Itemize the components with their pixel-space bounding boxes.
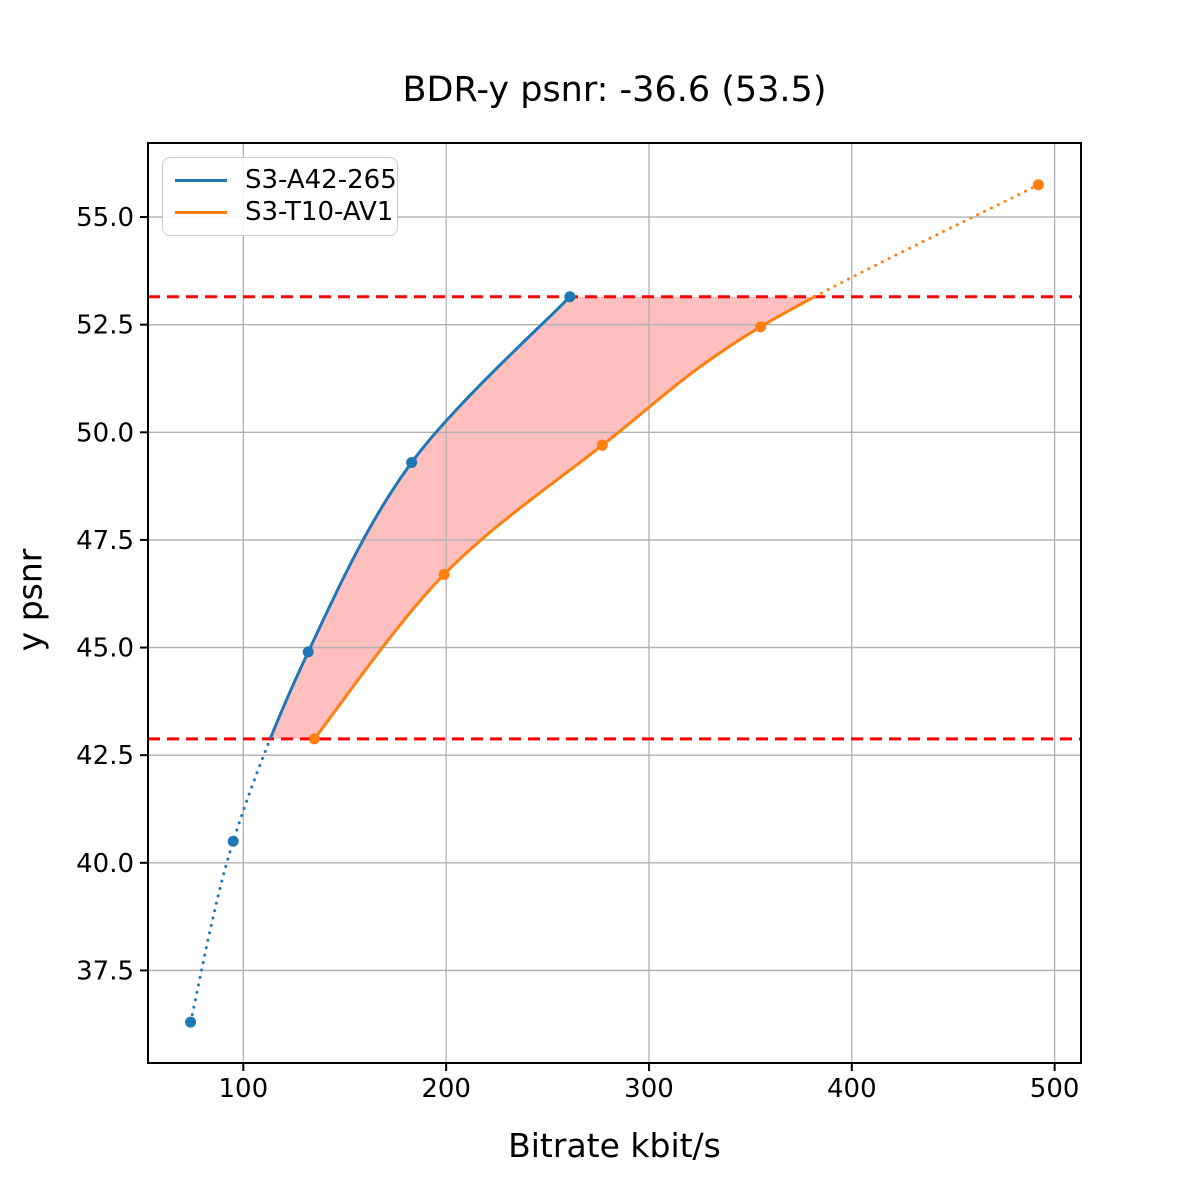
legend-label: S3-A42-265 [245,164,397,195]
series-path-dotted-S3-T10-AV1 [813,183,1040,299]
x-axis-label: Bitrate kbit/s [508,1126,721,1165]
y-tick-label: 37.5 [76,956,134,986]
y-tick-label: 47.5 [76,526,134,556]
legend: S3-A42-265 S3-T10-AV1 [162,157,398,236]
legend-item: S3-T10-AV1 [175,198,393,227]
chart-title: BDR-y psnr: -36.6 (53.5) [402,70,827,110]
series-path-dotted-S3-A42-265 [189,737,272,1024]
data-point-marker [227,835,239,847]
data-point-marker [406,456,418,468]
y-tick-label: 42.5 [76,741,134,771]
data-point-marker [308,733,320,745]
y-tick-label: 55.0 [76,203,134,233]
x-tick-label: 500 [1030,1074,1080,1104]
data-point-marker [1032,179,1044,191]
x-tick-label: 300 [624,1074,674,1104]
data-point-marker [185,1016,197,1028]
y-tick-label: 52.5 [76,311,134,341]
bd-shaded-region [270,296,815,739]
data-point-marker [755,321,767,333]
axes-spines [147,142,1082,1064]
legend-line-swatch-blue [175,178,227,182]
data-point-marker [596,439,608,451]
legend-label: S3-T10-AV1 [245,197,394,228]
data-point-marker [564,291,576,303]
legend-line-swatch-orange [175,211,227,215]
series-path-S3-T10-AV1 [313,295,816,740]
y-tick-label: 40.0 [76,849,134,879]
y-axis-label: y psnr [10,548,50,652]
data-point-marker [302,646,314,658]
series-path-S3-A42-265 [268,295,571,740]
x-tick-label: 100 [219,1074,269,1104]
data-point-marker [438,568,450,580]
legend-item: S3-A42-265 [175,166,397,195]
x-tick-label: 400 [827,1074,877,1104]
y-tick-label: 50.0 [76,418,134,448]
x-tick-label: 200 [421,1074,471,1104]
y-tick-label: 45.0 [76,634,134,664]
